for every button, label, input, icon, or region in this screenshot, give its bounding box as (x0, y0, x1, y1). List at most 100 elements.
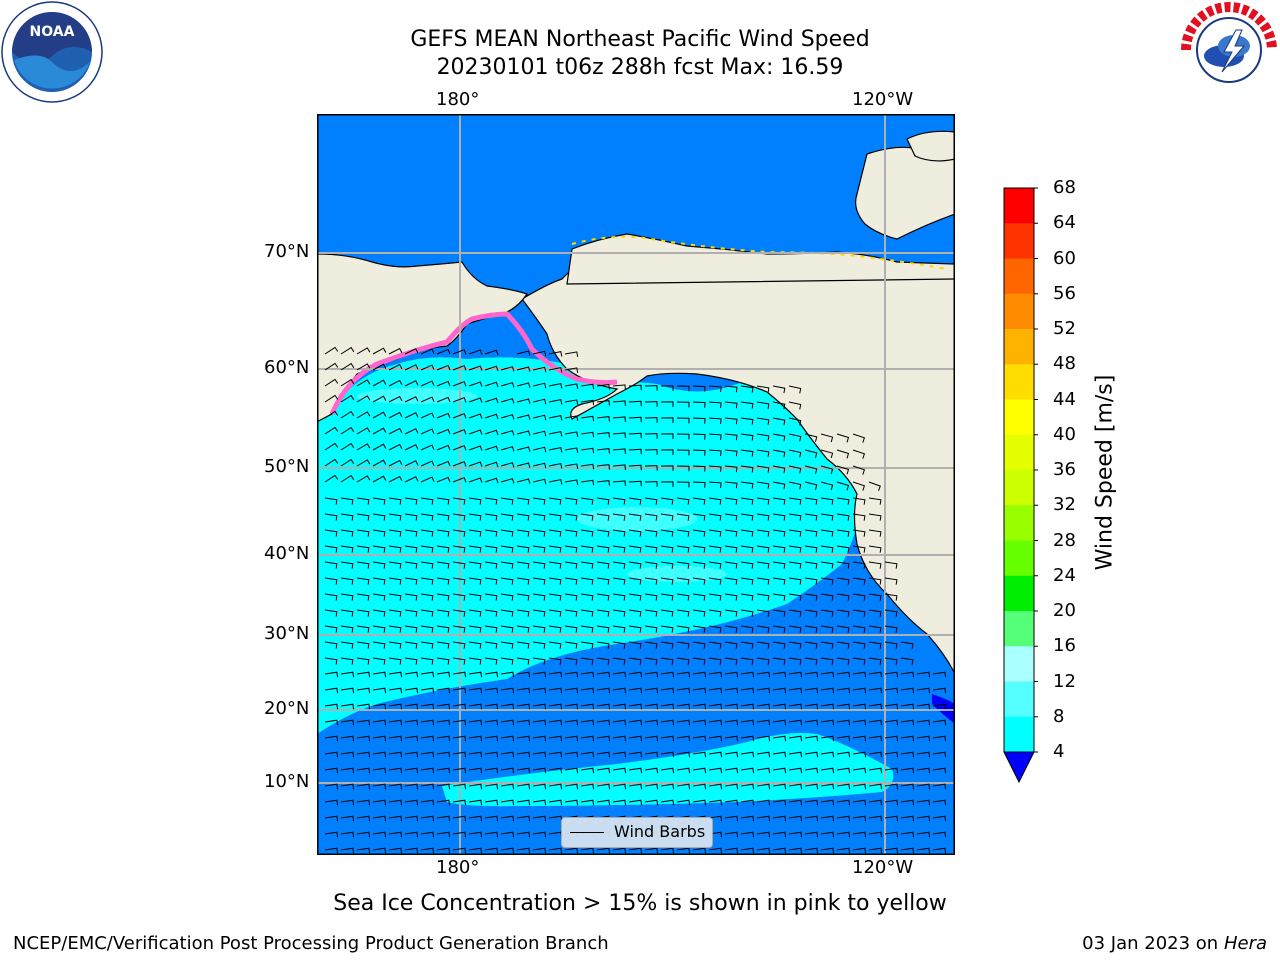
wind-barb (916, 799, 931, 806)
wind-barb (884, 767, 899, 774)
wind-barb (628, 641, 642, 649)
wind-barb (452, 671, 467, 678)
wind-barb (740, 847, 755, 854)
wind-barb (564, 625, 578, 633)
wind-barb (916, 783, 931, 790)
wind-barb (356, 609, 370, 617)
wind-barb (788, 609, 802, 617)
wind-barb (388, 593, 402, 601)
wind-barb (324, 378, 339, 387)
wind-barb (564, 783, 579, 790)
wind-barb (916, 767, 931, 774)
wind-barb (324, 799, 339, 806)
wind-barb (740, 497, 754, 505)
wind-barb (340, 458, 355, 467)
wind-barb (644, 847, 659, 854)
wind-barb (676, 687, 691, 694)
wind-barb (532, 625, 546, 633)
wind-barb (500, 625, 514, 633)
wind-barb (548, 703, 563, 710)
colorbar-bin (1004, 223, 1034, 259)
wind-barb (836, 767, 851, 774)
wind-barb (612, 529, 626, 537)
wind-barb (724, 545, 738, 553)
wind-barb (404, 767, 419, 774)
wind-barb (708, 593, 722, 601)
ocean-12-16-patch (577, 507, 697, 531)
wind-barb (628, 545, 642, 553)
wind-barb (500, 462, 515, 468)
wind-barb (628, 703, 643, 710)
wind-barb (388, 475, 403, 483)
wind-barb (804, 767, 819, 774)
wind-barb (660, 417, 674, 423)
wind-barb (788, 641, 802, 649)
wind-barb (420, 657, 434, 665)
wind-barb (708, 401, 722, 408)
wind-barb (756, 561, 770, 569)
land-alaska-north (566, 233, 954, 285)
wind-barb (420, 476, 435, 483)
wind-barb (836, 545, 850, 553)
wind-barb (580, 625, 594, 633)
wind-barb (868, 561, 882, 569)
wind-barb (772, 433, 786, 442)
wind-barb (804, 529, 818, 537)
wind-barb (676, 799, 691, 806)
wind-barb (340, 378, 355, 387)
wind-barb (452, 349, 467, 355)
wind-barb (436, 735, 451, 742)
wind-barb (356, 577, 370, 585)
wind-barb (932, 735, 947, 742)
wind-barb (356, 687, 371, 694)
wind-barb (404, 815, 419, 822)
wind-barb (484, 625, 498, 633)
wind-barb (580, 529, 594, 537)
wind-barb (852, 815, 867, 822)
wind-barb (388, 751, 403, 758)
wind-barb (516, 671, 531, 678)
wind-barb (564, 497, 578, 505)
wind-barb (516, 398, 531, 404)
wind-barb (772, 561, 786, 569)
wind-barb (356, 411, 371, 419)
wind-barb (868, 735, 883, 742)
wind-barb (756, 545, 770, 553)
wind-barb (676, 657, 690, 665)
wind-barb (692, 799, 707, 806)
wind-barb (340, 577, 354, 585)
wind-barb (388, 815, 403, 822)
wind-barb (900, 831, 915, 838)
wind-barb (564, 577, 578, 585)
wind-barb (436, 831, 451, 838)
wind-barb (852, 561, 866, 569)
wind-barb (484, 397, 499, 404)
wind-barb (548, 577, 562, 585)
wind-barb (500, 593, 514, 601)
wind-barb (340, 719, 355, 726)
wind-barb (676, 735, 691, 742)
wind-barb (420, 529, 434, 537)
wind-barb (452, 577, 466, 585)
wind-barb (660, 401, 674, 407)
wind-barb (820, 481, 834, 491)
wind-barb (404, 348, 419, 355)
wind-barb (324, 657, 338, 665)
wind-barb (756, 529, 770, 537)
wind-barb (372, 687, 387, 694)
wind-barb (324, 831, 339, 838)
wind-barb (884, 783, 899, 790)
wind-barb (404, 497, 418, 505)
wind-barb (548, 431, 563, 437)
wind-barb (324, 593, 338, 601)
wind-barb (628, 783, 643, 790)
wind-barb (740, 465, 754, 473)
wind-barb (452, 657, 466, 665)
wind-barb (532, 545, 546, 553)
wind-barb (356, 347, 371, 355)
wind-barb (356, 719, 371, 726)
wind-barb (708, 687, 723, 694)
wind-barb (836, 641, 850, 649)
wind-barb (500, 767, 515, 774)
wind-barb (852, 625, 866, 633)
